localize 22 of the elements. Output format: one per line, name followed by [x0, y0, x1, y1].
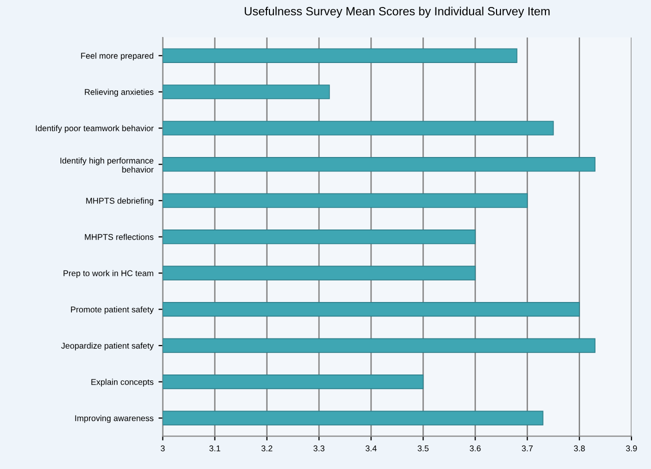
x-tick-label: 3	[160, 445, 165, 452]
y-tick-label: Explain concepts	[91, 378, 154, 387]
x-tick-label: 3.2	[261, 445, 272, 452]
x-tick-label: 3.8	[574, 445, 585, 452]
y-tick-label: MHPTS debriefing	[86, 198, 154, 206]
x-tick-label: 3.9	[626, 445, 637, 452]
x-tick-label: 3.4	[366, 445, 377, 452]
x-tick-label: 3.7	[522, 445, 533, 452]
y-tick-label: Improving awareness	[75, 415, 154, 423]
x-tick-label: 3.5	[418, 445, 429, 452]
y-tick-label: MHPTS reflections	[84, 234, 154, 240]
y-tick-label: Relieving anxieties	[84, 88, 154, 97]
chart-title: Usefulness Survey Mean Scores by Individual Survey Item	[244, 6, 550, 18]
y-tick-label: Promote patient safety	[71, 306, 154, 314]
y-tick-label: Identify high performance behavior	[60, 157, 154, 173]
y-tick-label: Identify poor teamwork behavior	[36, 125, 154, 133]
y-tick-label: Jeopardize patient safety	[61, 342, 154, 350]
x-tick-label: 3.6	[470, 445, 481, 452]
y-tick-label: Feel more prepared	[81, 52, 154, 60]
x-tick-label: 3.1	[209, 445, 220, 452]
y-tick-label: Prep to work in HC team	[64, 270, 154, 278]
x-tick-label: 3.3	[314, 445, 324, 452]
